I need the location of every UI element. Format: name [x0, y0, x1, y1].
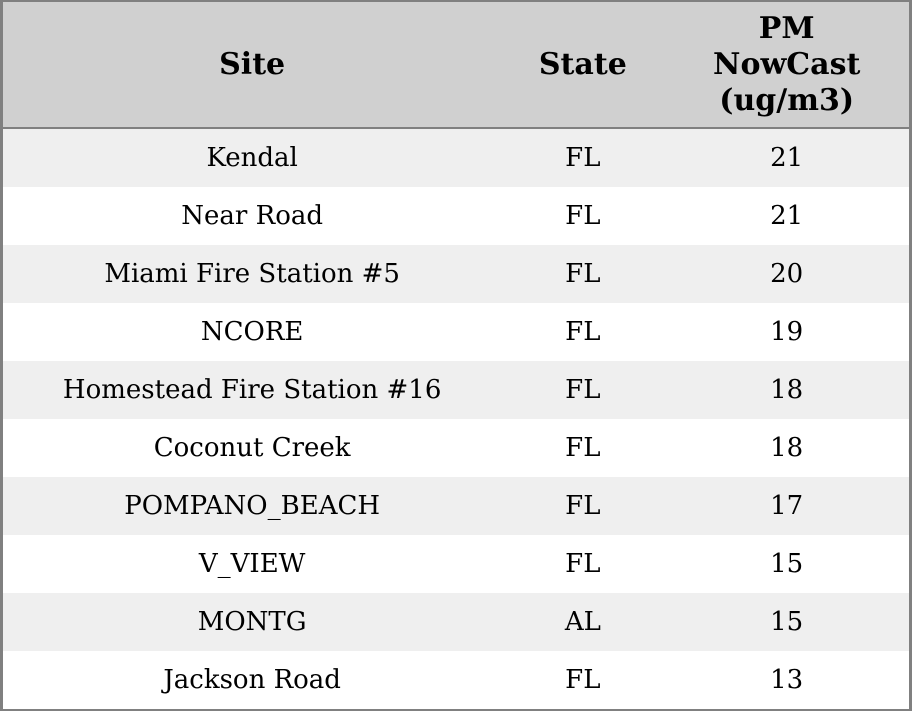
value-cell: 21 — [770, 201, 804, 231]
value-cell: 15 — [770, 549, 804, 579]
table-row: Homestead Fire Station #16 FL 18 — [3, 361, 909, 419]
col-header-pm-nowcast: PM NowCast (ug/m3) — [664, 2, 909, 129]
state-cell: FL — [565, 143, 601, 173]
site-cell: V_VIEW — [198, 549, 306, 579]
table-row: Miami Fire Station #5 FL 20 — [3, 245, 909, 303]
col-header-site: Site — [3, 2, 502, 129]
value-cell: 21 — [770, 143, 804, 173]
value-cell: 15 — [770, 607, 804, 637]
site-cell: Jackson Road — [163, 665, 341, 695]
site-cell: Miami Fire Station #5 — [104, 259, 400, 289]
table-row: Jackson Road FL 13 — [3, 651, 909, 709]
value-cell: 20 — [770, 259, 804, 289]
site-cell: MONTG — [197, 607, 307, 637]
value-cell: 18 — [770, 433, 804, 463]
site-cell: Coconut Creek — [153, 433, 351, 463]
site-cell: Homestead Fire Station #16 — [62, 375, 442, 405]
table-row: Near Road FL 21 — [3, 187, 909, 245]
pm-nowcast-table: Site State PM NowCast (ug/m3) Kendal FL … — [3, 2, 909, 709]
table-row: Kendal FL 21 — [3, 128, 909, 187]
state-cell: FL — [565, 491, 601, 521]
state-cell: FL — [565, 259, 601, 289]
table-row: NCORE FL 19 — [3, 303, 909, 361]
state-cell: FL — [565, 201, 601, 231]
value-cell: 13 — [770, 665, 804, 695]
site-cell: POMPANO_BEACH — [124, 491, 381, 521]
table-row: MONTG AL 15 — [3, 593, 909, 651]
state-cell: AL — [564, 607, 601, 637]
value-cell: 19 — [770, 317, 804, 347]
value-cell: 17 — [770, 491, 804, 521]
state-cell: FL — [565, 433, 601, 463]
state-cell: FL — [565, 317, 601, 347]
value-cell: 18 — [770, 375, 804, 405]
table-row: Coconut Creek FL 18 — [3, 419, 909, 477]
site-cell: Near Road — [181, 201, 323, 231]
state-cell: FL — [565, 549, 601, 579]
table-row: V_VIEW FL 15 — [3, 535, 909, 593]
state-cell: FL — [565, 375, 601, 405]
table-row: POMPANO_BEACH FL 17 — [3, 477, 909, 535]
site-cell: NCORE — [200, 317, 304, 347]
state-cell: FL — [565, 665, 601, 695]
header-row: Site State PM NowCast (ug/m3) — [3, 2, 909, 129]
site-cell: Kendal — [206, 143, 298, 173]
col-header-state: State — [501, 2, 665, 129]
